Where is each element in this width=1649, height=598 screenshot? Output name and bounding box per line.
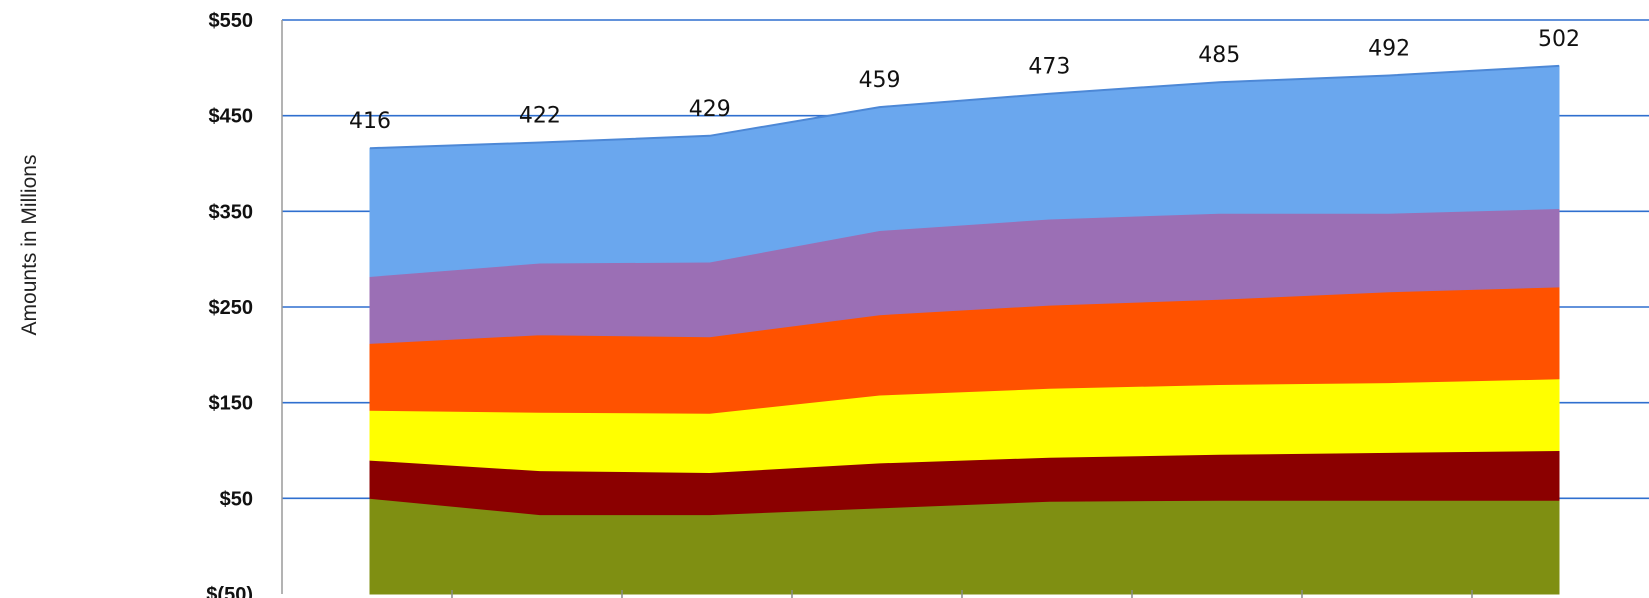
- y-axis-title: Amounts in Millions: [18, 155, 41, 336]
- axes: $550 $450 $350 $250 $150 $50 $(50): [206, 10, 1473, 598]
- y-tick-label: $350: [209, 201, 254, 223]
- y-tick-label: $50: [220, 488, 253, 510]
- total-data-label: 485: [1198, 43, 1240, 68]
- top-outline: [369, 64, 1560, 150]
- total-data-label: 429: [689, 97, 731, 122]
- y-tick-label: $550: [209, 10, 254, 32]
- y-tick-label: $(50): [206, 584, 253, 598]
- total-data-label: 473: [1028, 55, 1070, 80]
- total-data-label: 422: [519, 103, 561, 128]
- area-series-group: [369, 64, 1560, 595]
- total-data-label: 416: [349, 109, 391, 134]
- data-labels: 416 422 429 459 473 485 492 502: [349, 27, 1580, 134]
- y-tick-label: $250: [209, 297, 254, 319]
- y-tick-label: $450: [209, 106, 254, 128]
- total-data-label: 492: [1368, 36, 1410, 61]
- y-tick-label: $150: [209, 393, 254, 415]
- total-data-label: 502: [1538, 27, 1580, 52]
- total-data-label: 459: [859, 68, 901, 93]
